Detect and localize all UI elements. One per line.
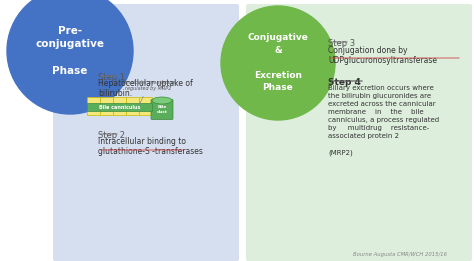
FancyBboxPatch shape — [100, 98, 113, 106]
FancyBboxPatch shape — [139, 106, 153, 116]
FancyBboxPatch shape — [113, 98, 127, 106]
FancyBboxPatch shape — [127, 98, 139, 106]
Text: Intracellular binding to
glutathione-S -transferases: Intracellular binding to glutathione-S -… — [98, 137, 203, 156]
FancyBboxPatch shape — [100, 106, 113, 116]
Text: Bile
duct: Bile duct — [156, 105, 167, 114]
Text: Step 2: Step 2 — [98, 131, 125, 140]
FancyBboxPatch shape — [53, 4, 239, 261]
FancyBboxPatch shape — [88, 104, 153, 111]
Text: Step 1: Step 1 — [98, 73, 125, 82]
Text: Conjugative
&

Excretion
Phase: Conjugative & Excretion Phase — [247, 33, 309, 92]
FancyBboxPatch shape — [246, 4, 472, 261]
Text: Bile canniculus: Bile canniculus — [100, 105, 141, 110]
Text: Hepatocellular uptake of
bilirubin.: Hepatocellular uptake of bilirubin. — [98, 79, 193, 98]
Text: Step 4: Step 4 — [328, 78, 361, 87]
Text: Pre-
conjugative

Phase: Pre- conjugative Phase — [36, 26, 104, 76]
Ellipse shape — [152, 97, 172, 104]
FancyBboxPatch shape — [113, 106, 127, 116]
FancyBboxPatch shape — [88, 106, 100, 116]
Text: Step 3: Step 3 — [328, 39, 355, 48]
FancyBboxPatch shape — [139, 98, 153, 106]
Circle shape — [221, 6, 335, 120]
Text: Cannicular membrane
regulated by MRP2: Cannicular membrane regulated by MRP2 — [121, 80, 175, 105]
Text: Biliary excretion occurs where
the bilirubin glucuronides are
excreted across th: Biliary excretion occurs where the bilir… — [328, 85, 439, 156]
FancyBboxPatch shape — [151, 99, 173, 120]
FancyBboxPatch shape — [88, 98, 100, 106]
Text: Bourne Augusta CMR/WCH 2015/16: Bourne Augusta CMR/WCH 2015/16 — [353, 252, 447, 257]
Text: Conjugation done by
UDPglucuronosyltransferase: Conjugation done by UDPglucuronosyltrans… — [328, 46, 437, 66]
FancyBboxPatch shape — [127, 106, 139, 116]
Circle shape — [7, 0, 133, 114]
